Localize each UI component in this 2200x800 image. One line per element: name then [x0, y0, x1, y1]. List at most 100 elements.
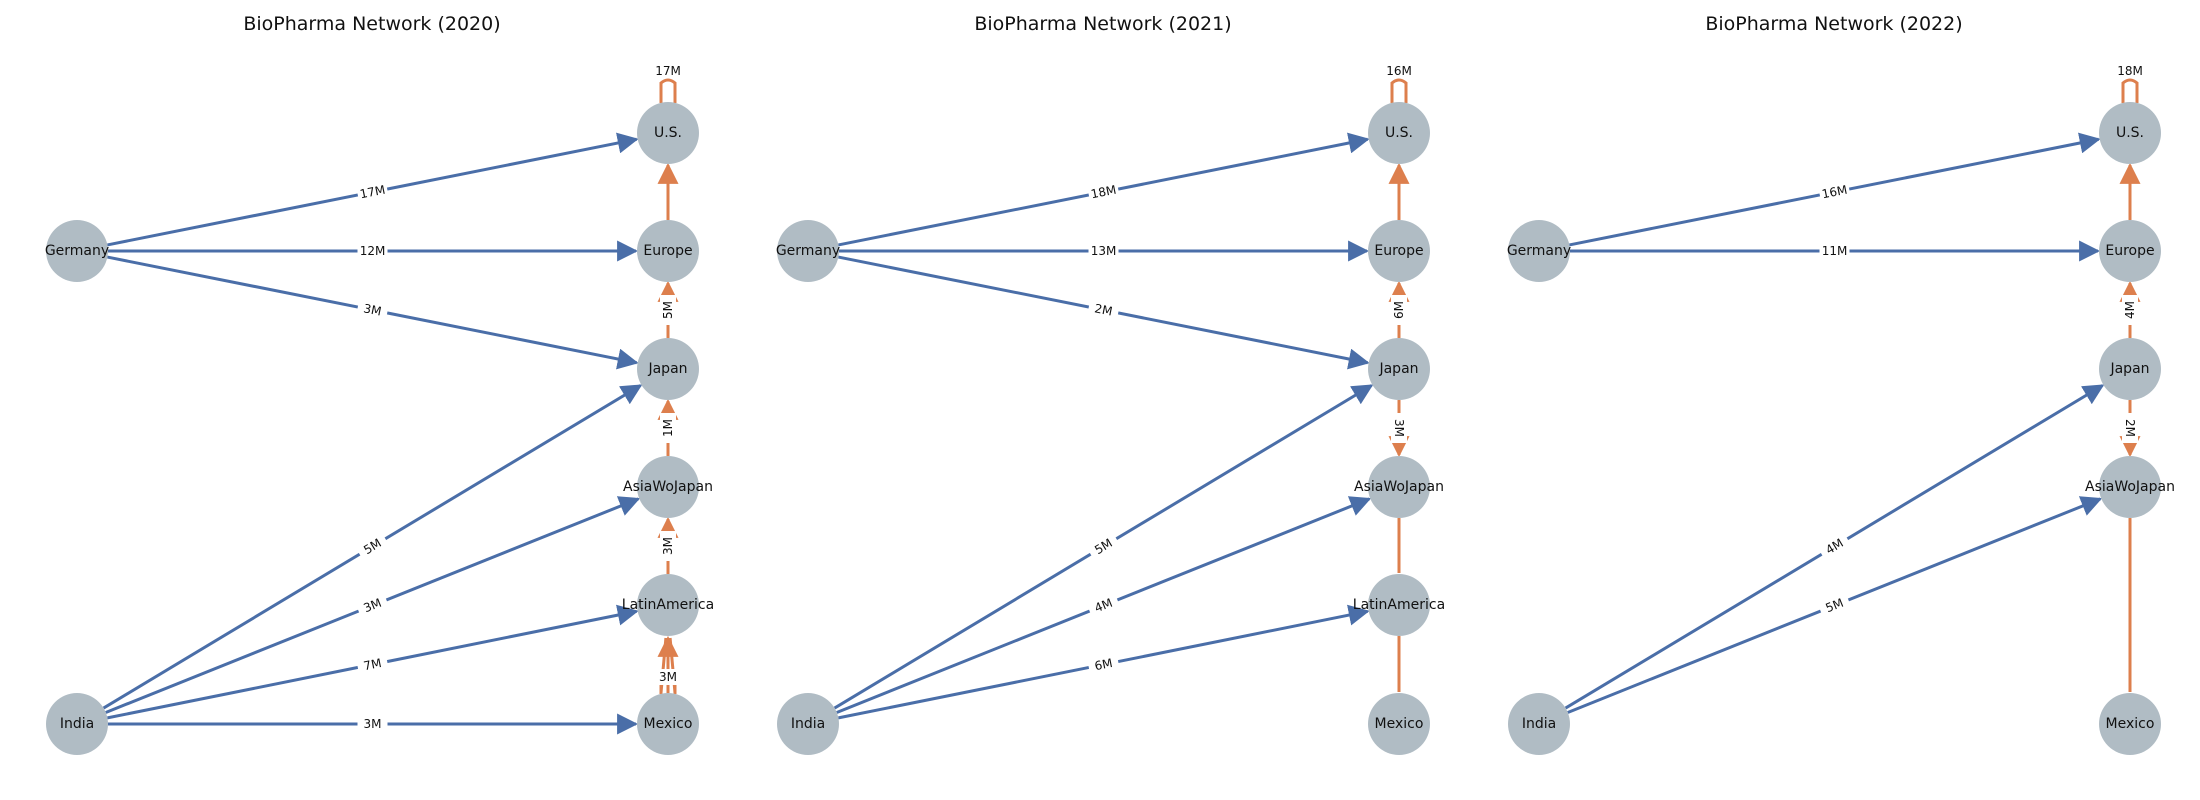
node-germany-p3: Germany: [1507, 220, 1571, 282]
edge-japan-to-europe-p1-label: 5M: [661, 301, 675, 319]
edge-asiawojapan-to-japan-p1-label: 1M: [661, 419, 675, 437]
node-label: Japan: [1378, 361, 1418, 377]
edge-japan-to-europe-p2-label: 6M: [1392, 301, 1406, 319]
node-label: LatinAmerica: [622, 597, 714, 613]
edge-latinamerica-to-asiawojapan-p1-label: 3M: [661, 537, 675, 555]
edge-u-s-to-u-s-p1-loop: [659, 78, 677, 103]
edge-japan-to-europe-p1-label-bg: [660, 295, 676, 325]
node-u-s-p3: U.S.: [2099, 102, 2161, 164]
node-label: Japan: [2109, 361, 2149, 377]
node-u-s-p1: U.S.: [637, 102, 699, 164]
node-japan-p1: Japan: [637, 338, 699, 400]
edge-germany-to-u-s-p2-label: 18M: [1090, 183, 1118, 202]
node-label: India: [60, 716, 94, 732]
node-u-s-p2: U.S.: [1368, 102, 1430, 164]
node-circle: [1368, 102, 1430, 164]
edge-u-s-to-u-s-p2-label: 16M: [1386, 64, 1412, 78]
edge-germany-to-japan-p1-label-bg: [356, 299, 389, 321]
edge-germany-to-u-s-p2-label-bg: [1087, 181, 1120, 203]
node-label: Europe: [643, 243, 692, 259]
node-japan-p3: Japan: [2099, 338, 2161, 400]
edge-japan-to-europe-p3-label: 4M: [2123, 301, 2137, 319]
node-circle: [1508, 220, 1570, 282]
node-label: U.S.: [654, 125, 682, 141]
edge-germany-to-japan-p1-label: 3M: [362, 301, 382, 318]
node-india-p2: India: [777, 693, 839, 755]
node-asiawojapan-p2: AsiaWoJapan: [1354, 456, 1444, 518]
node-latinamerica-p2: LatinAmerica: [1353, 574, 1445, 636]
edge-india-to-asiawojapan-p1-label-group: 3M: [355, 592, 390, 619]
edge-asiawojapan-to-japan-p1-label-bg: [660, 413, 676, 443]
edge-germany-to-europe-p2-label-group: 13M: [1088, 243, 1119, 259]
node-japan-p2: Japan: [1368, 338, 1430, 400]
node-label: India: [791, 716, 825, 732]
edge-mexico-to-latinamerica-p1-label-bg: [654, 669, 682, 685]
edge-india-to-japan-p1-label-group: 5M: [355, 531, 390, 562]
node-label: AsiaWoJapan: [1354, 479, 1444, 495]
node-mexico-p1: Mexico: [637, 693, 699, 755]
edge-india-to-asiawojapan-p3-label: 5M: [1824, 596, 1846, 616]
edge-japan-to-europe-p3-label-bg: [2122, 295, 2138, 325]
node-label: Mexico: [1375, 716, 1424, 732]
edge-japan-to-asiawojapan-p2-label-bg: [1391, 413, 1407, 443]
node-circle: [1368, 574, 1430, 636]
node-circle: [777, 220, 839, 282]
edge-india-to-latinamerica-p1-label-group: 7M: [356, 653, 389, 676]
node-label: Germany: [776, 243, 840, 259]
edge-india-to-asiawojapan-p1-label-bg: [355, 592, 390, 619]
edge-japan-to-asiawojapan-p3-label-group: 2M: [2122, 413, 2138, 443]
edge-india-to-asiawojapan-p2-label-bg: [1086, 592, 1121, 619]
node-europe-p3: Europe: [2099, 220, 2161, 282]
edge-u-s-to-u-s-p3-loop: [2121, 78, 2139, 103]
edges-layer: [102, 78, 2141, 735]
edge-india-to-asiawojapan-p2-label-group: 4M: [1086, 592, 1121, 619]
nodes-layer: Germany India U.S. Europe Japan AsiaWoJapan La…: [45, 102, 2175, 755]
edge-india-to-asiawojapan-p3-label-bg: [1817, 592, 1852, 619]
edge-india-to-japan-p2-label-group: 5M: [1086, 531, 1121, 562]
edge-india-to-japan-p2-label-bg: [1086, 531, 1121, 562]
edge-mexico-to-latinamerica-p1-label: 3M: [659, 670, 677, 684]
edge-germany-to-europe-p1-label-group: 12M: [357, 243, 388, 259]
node-circle: [777, 693, 839, 755]
node-circle: [2099, 456, 2161, 518]
edge-germany-to-europe-p1-label: 12M: [360, 244, 386, 258]
labels-layer: BioPharma Network (2020) 17M 12M 3M 5M 3M 7M 3M…: [243, 13, 2143, 732]
edge-u-s-to-u-s-p3-label: 18M: [2117, 64, 2143, 78]
node-label: AsiaWoJapan: [2085, 479, 2175, 495]
node-label: Europe: [2105, 243, 2154, 259]
node-label: India: [1522, 716, 1556, 732]
edge-india-to-latinamerica-p1-label-bg: [356, 653, 389, 676]
node-circle: [1368, 693, 1430, 755]
edge-germany-to-u-s-p2-label-group: 18M: [1087, 181, 1120, 203]
edge-germany-to-u-s-p1-label-group: 17M: [356, 181, 389, 203]
node-circle: [637, 693, 699, 755]
edge-germany-to-europe-p3-label: 11M: [1822, 244, 1848, 258]
node-circle: [1368, 220, 1430, 282]
node-germany-p2: Germany: [776, 220, 840, 282]
node-label: LatinAmerica: [1353, 597, 1445, 613]
node-asiawojapan-p3: AsiaWoJapan: [2085, 456, 2175, 518]
edge-germany-to-europe-p3-label-bg: [1819, 243, 1850, 259]
panel-title-3: BioPharma Network (2022): [1705, 13, 1962, 35]
node-circle: [46, 693, 108, 755]
edge-japan-to-europe-p2-label-bg: [1391, 295, 1407, 325]
edge-japan-to-asiawojapan-p2-label: 3M: [1392, 419, 1406, 437]
edge-india-to-mexico-p1-label-group: 3M: [357, 716, 388, 732]
node-circle: [637, 338, 699, 400]
node-label: Germany: [45, 243, 109, 259]
edge-germany-to-u-s-p1-label-bg: [356, 181, 389, 203]
node-circle: [1508, 693, 1570, 755]
edge-japan-to-europe-p2-label-group: 6M: [1391, 295, 1407, 325]
edge-latinamerica-to-asiawojapan-p1-label-bg: [660, 531, 676, 561]
node-circle: [1368, 338, 1430, 400]
panel-title-2: BioPharma Network (2021): [974, 13, 1231, 35]
edge-india-to-asiawojapan-p3-label-group: 5M: [1817, 592, 1852, 619]
edge-germany-to-japan-p1-label-group: 3M: [356, 299, 389, 321]
node-circle: [1368, 456, 1430, 518]
edge-india-to-asiawojapan-p1-label: 3M: [362, 596, 384, 616]
node-label: U.S.: [2116, 125, 2144, 141]
edge-germany-to-europe-p3-label-group: 11M: [1819, 243, 1850, 259]
node-europe-p1: Europe: [637, 220, 699, 282]
node-circle: [2099, 338, 2161, 400]
